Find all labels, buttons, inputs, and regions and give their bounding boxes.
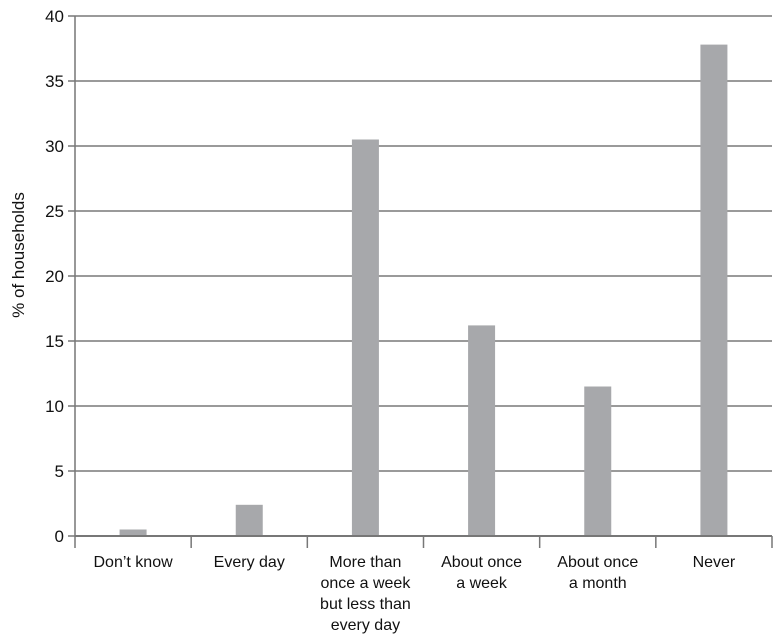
y-tick-labels: 0 5 10 15 20 25 30 35 40 [45, 7, 64, 546]
x-tick-label: every day [331, 617, 400, 634]
bar [351, 139, 379, 536]
y-tick-label: 5 [55, 462, 64, 481]
y-axis-label: % of households [9, 192, 28, 318]
bar [235, 504, 263, 536]
x-tick-label: About once [557, 554, 638, 571]
y-tick-label: 20 [45, 267, 64, 286]
x-tick-label: About once [441, 554, 522, 571]
x-tick-label: a month [569, 575, 627, 592]
x-tick-label: once a week [320, 575, 411, 592]
y-tick-label: 25 [45, 202, 64, 221]
y-tick-label: 30 [45, 137, 64, 156]
y-tick-label: 0 [55, 527, 64, 546]
x-tick-label: a week [456, 575, 508, 592]
y-tick-label: 40 [45, 7, 64, 26]
x-tick-labels: Don’t know Every day More than once a week b… [94, 554, 736, 634]
x-tick-label: More than [329, 554, 401, 571]
x-tick-label: Never [693, 554, 736, 571]
bars [119, 44, 728, 536]
bar [119, 529, 147, 536]
y-tick-label: 10 [45, 397, 64, 416]
bar [468, 325, 496, 536]
y-tick-label: 15 [45, 332, 64, 351]
x-tick-label: Every day [214, 554, 285, 571]
axes [68, 15, 773, 548]
x-tick-label: Don’t know [94, 554, 174, 571]
grid-lines [75, 15, 772, 472]
bar [700, 44, 728, 536]
x-tick-label: but less than [320, 596, 411, 613]
y-tick-label: 35 [45, 72, 64, 91]
bar [584, 386, 612, 536]
